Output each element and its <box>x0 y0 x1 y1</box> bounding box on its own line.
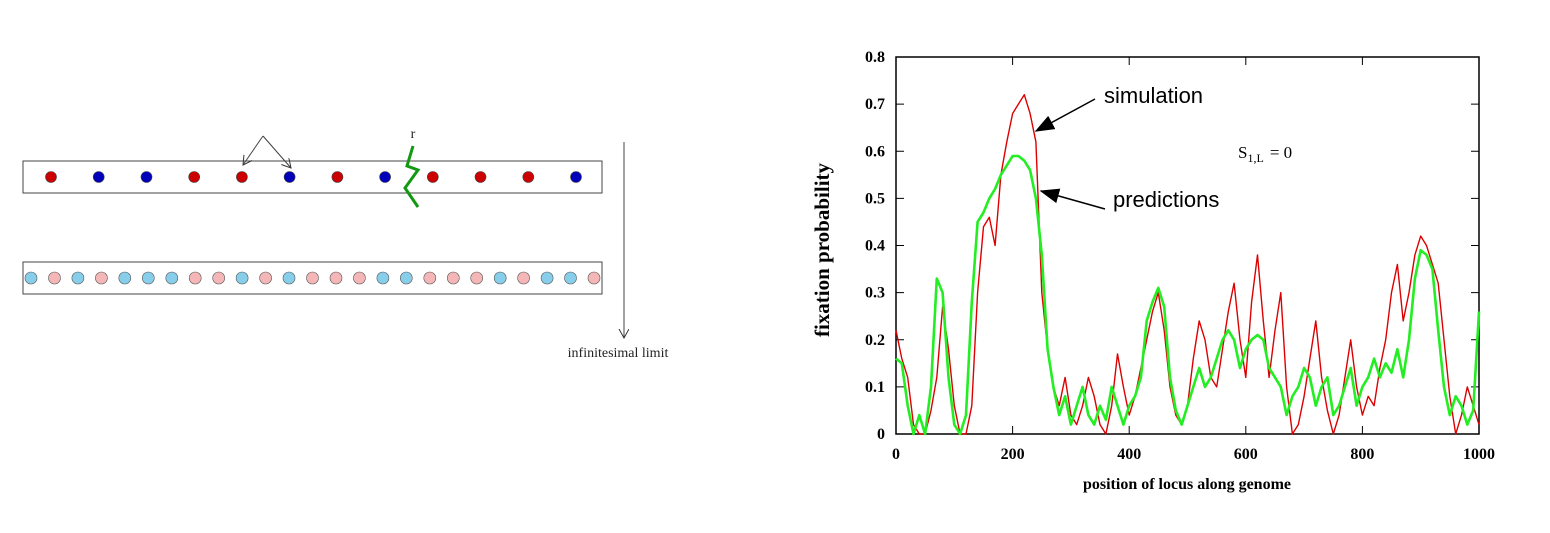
y-tick-label: 0.6 <box>865 143 885 160</box>
recombination-break <box>403 145 421 208</box>
locus-dot-fine <box>587 271 601 285</box>
x-tick-label: 1000 <box>1463 446 1495 463</box>
locus-dot <box>331 171 344 183</box>
locus-dot <box>379 171 391 183</box>
y-tick-label: 0.1 <box>865 379 885 396</box>
locus-dot-fine <box>540 271 554 285</box>
y-axis-label: fixation probability <box>810 162 834 337</box>
locus-dot-fine <box>517 271 530 285</box>
locus-dot-fine <box>188 271 202 285</box>
locus-dot <box>188 171 200 183</box>
top-loci-row <box>45 171 582 183</box>
x-tick-label: 200 <box>1001 446 1025 463</box>
locus-dot-fine <box>48 271 61 285</box>
locus-dot-fine <box>24 271 38 285</box>
y-tick-label: 0.3 <box>865 285 885 302</box>
locus-dot-fine <box>423 271 437 285</box>
locus-dot-fine <box>282 271 296 285</box>
locus-dot-fine <box>470 271 484 285</box>
bottom-chromosome-bar <box>22 261 603 295</box>
locus-dot-fine <box>142 271 155 285</box>
simulation-annotation: simulation <box>1104 83 1203 108</box>
locus-dot <box>92 171 105 183</box>
bottom-loci-row <box>24 271 601 285</box>
locus-dot <box>426 171 439 183</box>
y-tick-label: 0.2 <box>865 332 885 349</box>
locus-dot <box>283 171 296 183</box>
y-tick-label: 0.8 <box>865 49 885 66</box>
x-tick-label: 0 <box>892 446 900 463</box>
locus-dot-fine <box>235 271 249 285</box>
top-chromosome-bar <box>22 160 603 194</box>
plot-frame <box>895 56 1480 435</box>
locus-dot-fine <box>376 271 390 285</box>
y-tick-label: 0.5 <box>865 190 885 207</box>
locus-dot-fine <box>118 271 132 285</box>
simulation-series-line <box>895 93 1480 435</box>
locus-dot-fine <box>564 271 577 285</box>
locus-dot-fine <box>493 271 507 285</box>
locus-dot-fine <box>446 271 460 285</box>
x-tick-label: 600 <box>1234 446 1258 463</box>
y-tick-label: 0 <box>877 426 885 443</box>
locus-dot-fine <box>212 271 225 285</box>
x-tick-label: 400 <box>1117 446 1141 463</box>
predictions-annotation: predictions <box>1113 187 1219 212</box>
limit-label: infinitesimal limit <box>568 346 669 361</box>
locus-dot <box>474 171 487 183</box>
locus-dot-fine <box>165 271 179 285</box>
locus-dot-fine <box>95 271 108 285</box>
locus-dot <box>522 171 535 183</box>
y-tick-label: 0.4 <box>865 238 885 255</box>
genome-diagram: r infinitesimal limit <box>22 127 669 361</box>
series-lines <box>895 93 1481 436</box>
locus-dot-fine <box>259 271 272 285</box>
locus-dot-fine <box>399 271 413 285</box>
simulation-pointer-arrow <box>1034 98 1096 132</box>
predictions-series-line <box>895 154 1481 436</box>
locus-dot <box>236 171 248 183</box>
mutation-arrow-right <box>262 135 291 168</box>
mutation-arrow-left <box>243 135 264 165</box>
locus-dot-fine <box>306 271 319 285</box>
locus-dot <box>570 171 582 183</box>
locus-dot-fine <box>353 271 366 285</box>
recombination-label: r <box>411 127 416 142</box>
inset-parameter-label: S1,L = 0 <box>1238 143 1292 165</box>
locus-dot-fine <box>71 271 85 285</box>
x-axis-label: position of locus along genome <box>1083 476 1291 493</box>
x-tick-label: 800 <box>1350 446 1374 463</box>
axis-ticks: 0 200 400 600 800 1000 0 0.1 0.2 0.3 0.4 0.5 0.6 0.7 0… <box>865 49 1495 463</box>
locus-dot <box>140 171 153 183</box>
predictions-pointer-arrow <box>1039 188 1106 210</box>
locus-dot <box>45 171 57 183</box>
locus-dot-fine <box>329 271 343 285</box>
fixation-chart: 0 200 400 600 800 1000 0 0.1 0.2 0.3 0.4 0.5 0.6 0.7 0… <box>810 49 1495 493</box>
y-tick-label: 0.7 <box>865 96 885 113</box>
